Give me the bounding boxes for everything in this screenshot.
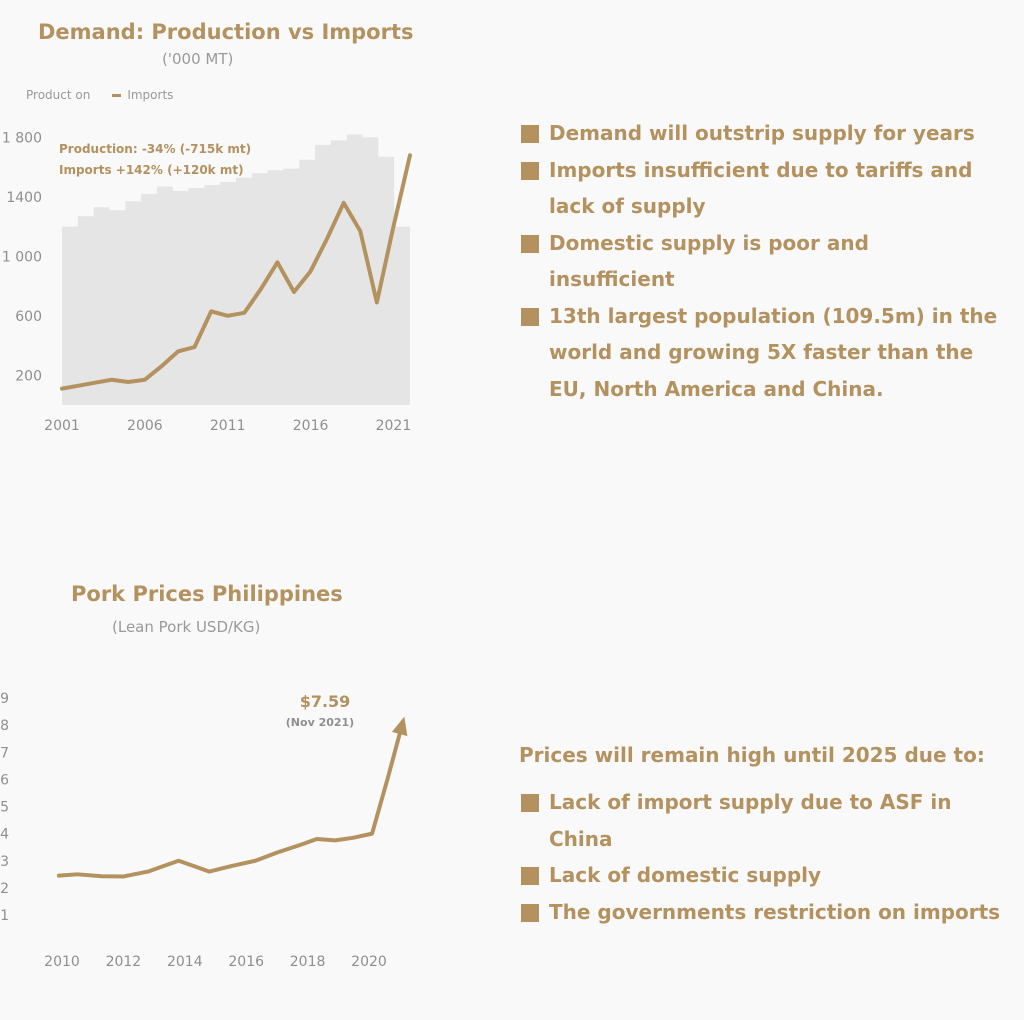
y-tick-label: 9	[0, 691, 9, 707]
x-tick-label: 2011	[210, 418, 246, 434]
bullet-square-icon	[521, 125, 539, 143]
y-tick-label: 1400	[6, 190, 42, 206]
bullet-item: Lack of domestic supply	[521, 857, 1011, 894]
pork-price-chart: 1 2 3 4 5 6 7 8 9 2010 2012 2014 2016 2018 2020 $7.59…	[0, 691, 408, 970]
x-tick-label: 2016	[228, 954, 264, 970]
y-tick-label: 3	[0, 854, 9, 870]
chart2-x-axis: 2010 2012 2014 2016 2018 2020	[44, 954, 387, 970]
legend-imports-swatch	[112, 94, 122, 97]
pork-price-line	[56, 720, 405, 879]
chart2-y-axis: 1 2 3 4 5 6 7 8 9	[0, 691, 9, 924]
y-tick-label: 8	[0, 718, 9, 734]
bullet-square-icon	[521, 307, 539, 326]
bullet-item: Imports insufficient due to tariffs and …	[521, 152, 1001, 225]
x-tick-label: 2016	[293, 418, 329, 434]
price-arrow-icon	[391, 716, 408, 737]
bullet-square-icon	[521, 161, 539, 180]
bullet-square-icon	[521, 234, 539, 253]
chart1-title: Demand: Production vs Imports	[38, 20, 414, 44]
chart2-subtitle: (Lean Pork USD/KG)	[112, 618, 261, 636]
x-tick-label: 2012	[106, 954, 142, 970]
y-tick-label: 1 000	[2, 249, 42, 265]
chart1-subtitle: ('000 MT)	[162, 50, 234, 68]
demand-chart: 200 600 1 000 1400 1 800 2001 2006 2011 2016 202…	[2, 130, 412, 434]
chart1-x-axis: 2001 2006 2011 2016 2021	[44, 418, 411, 434]
x-tick-label: 2001	[44, 418, 80, 434]
y-tick-label: 1	[0, 908, 9, 924]
bullet-square-icon	[521, 867, 539, 885]
imports-line	[60, 153, 412, 391]
price-callout-value: $7.59	[300, 692, 351, 711]
price-callout-date: (Nov 2021)	[286, 716, 354, 729]
x-tick-label: 2014	[167, 954, 203, 970]
chart1-legend: Product on Imports	[26, 88, 173, 102]
bullet-square-icon	[521, 794, 539, 812]
y-tick-label: 5	[0, 800, 9, 816]
y-tick-label: 4	[0, 827, 9, 843]
x-tick-label: 2021	[376, 418, 412, 434]
x-tick-label: 2006	[127, 418, 163, 434]
bullet-square-icon	[521, 903, 539, 922]
demand-bullets: Demand will outstrip supply for years Im…	[521, 115, 1001, 407]
prices-heading: Prices will remain high until 2025 due t…	[519, 743, 985, 767]
x-tick-label: 2018	[290, 954, 326, 970]
legend-imports-label: Imports	[127, 88, 174, 102]
chart1-y-axis: 200 600 1 000 1400 1 800	[2, 130, 42, 384]
chart2-title: Pork Prices Philippines	[71, 582, 343, 606]
legend-production-label: Product on	[26, 88, 91, 102]
x-tick-label: 2010	[44, 954, 80, 970]
y-tick-label: 2	[0, 881, 9, 897]
bullet-item: Lack of import supply due to ASF in Chin…	[521, 784, 1011, 857]
y-tick-label: 1 800	[2, 130, 42, 146]
bullet-item: 13th largest population (109.5m) in the …	[521, 298, 1001, 408]
bullet-item: Domestic supply is poor and insufficient	[521, 225, 1001, 298]
x-tick-label: 2020	[351, 954, 387, 970]
bullet-item: Demand will outstrip supply for years	[521, 115, 1001, 152]
production-annotation: Production: -34% (-715k mt)	[59, 142, 251, 156]
prices-bullets: Lack of import supply due to ASF in Chin…	[521, 784, 1011, 930]
y-tick-label: 7	[0, 745, 9, 761]
y-tick-label: 6	[0, 772, 9, 788]
y-tick-label: 600	[15, 309, 42, 325]
imports-annotation: Imports +142% (+120k mt)	[59, 163, 244, 177]
bullet-item: The governments restriction on imports	[521, 894, 1011, 931]
production-area	[62, 134, 410, 405]
y-tick-label: 200	[15, 368, 42, 384]
